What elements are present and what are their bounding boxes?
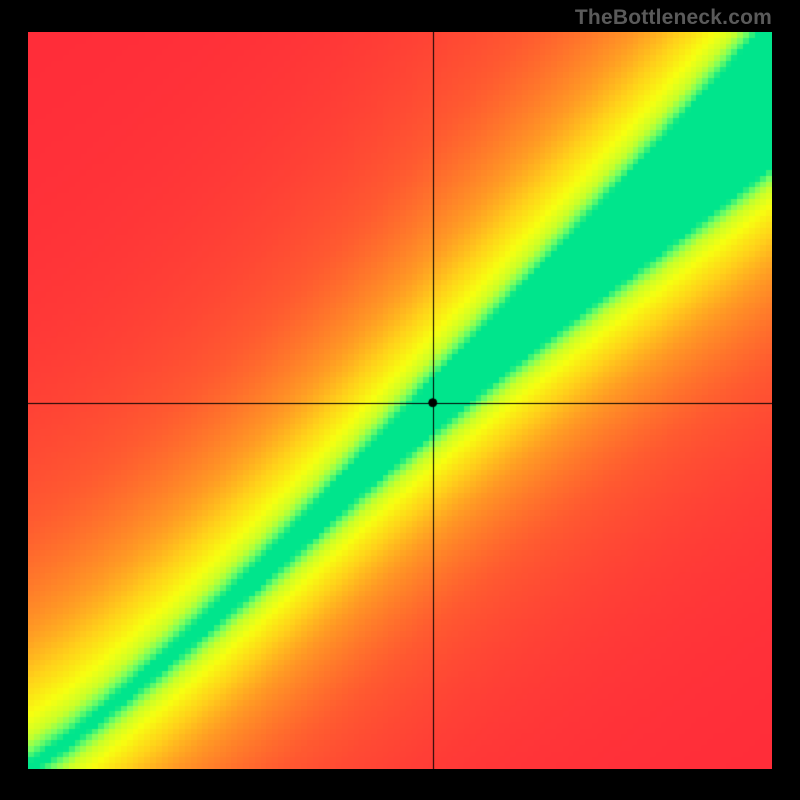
watermark-text: TheBottleneck.com (575, 6, 772, 30)
chart-container: TheBottleneck.com (0, 0, 800, 800)
bottleneck-heatmap (28, 32, 772, 769)
